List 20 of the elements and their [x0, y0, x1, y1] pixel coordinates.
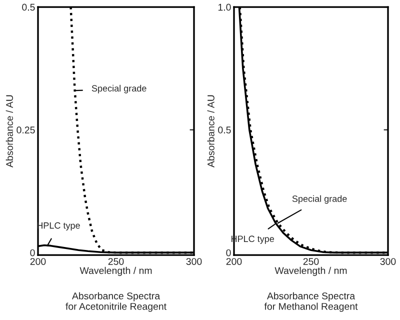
x-tick-label: 200 [226, 258, 242, 265]
annotation: Special grade [92, 84, 146, 94]
annotation: Special grade [292, 195, 347, 204]
y-axis-title: Absorbance / AU [6, 95, 13, 168]
x-tick-label: 250 [108, 258, 124, 265]
y-tick-label: 0.25 [16, 126, 35, 134]
y-tick-label: 1.0 [218, 4, 231, 11]
x-tick-label: 300 [380, 258, 396, 265]
x-tick-label: 200 [30, 258, 46, 265]
text: Absorbance Spectra for Methanol Reagent [264, 292, 358, 312]
x-axis-title: Wavelength / nm [274, 266, 347, 276]
x-tick-label: 300 [186, 258, 202, 265]
y-tick-label: 0 [30, 249, 35, 256]
x-axis-title: Wavelength / nm [80, 266, 152, 276]
x-tick-label: 250 [303, 258, 319, 265]
y-tick-label: 0.5 [218, 126, 231, 134]
y-tick-label: 0 [226, 249, 231, 256]
y-axis-title: Absorbance / AU [207, 95, 214, 168]
text: Absorbance Spectra for Acetonitrile Reagent [66, 292, 166, 312]
y-tick-label: 0.5 [22, 4, 35, 11]
